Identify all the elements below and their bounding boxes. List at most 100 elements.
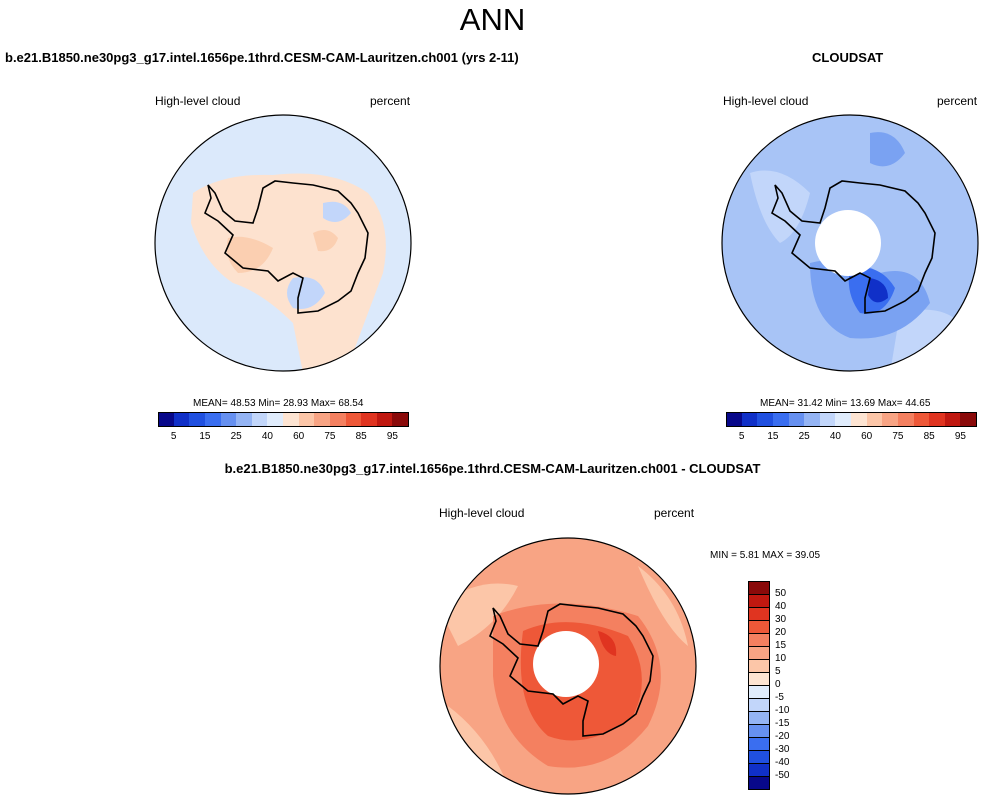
diff-colorbar-ticks: 50 40 30 20 15 10 5 0 -5 -10 -15 -20 -30 -40 -50 [775,581,815,789]
obs-case-title: CLOUDSAT [812,50,884,65]
model-stats: MEAN= 48.53 Min= 28.93 Max= 68.54 [193,398,363,409]
colorbar-box [960,412,977,427]
colorbar-box [897,412,915,427]
max-value: 44.65 [905,398,931,409]
obs-stats: MEAN= 31.42 Min= 13.69 Max= 44.65 [760,398,930,409]
colorbar-box [345,412,363,427]
colorbar-tick-label: 40 [775,601,787,612]
antarctica-coastline [771,180,936,314]
colorbar-box [392,412,409,427]
colorbar-tick-label: -40 [775,757,790,768]
diff-colorbar [748,581,770,790]
diff-strongest-patch [598,631,617,656]
colorbar-tick-label: 25 [798,431,810,442]
colorbar-tick-label: 5 [775,666,781,677]
obs-colorbar [726,412,977,427]
model-colorbar-ticks: 5 15 25 40 60 75 85 95 [158,431,408,443]
colorbar-box [283,412,300,427]
colorbar-box [748,776,770,790]
max-value: 68.54 [338,398,364,409]
colorbar-box [748,724,770,738]
colorbar-tick-label: 0 [775,679,781,690]
diff-units-label: percent [654,506,695,520]
colorbar-box [361,412,378,427]
page-title: ANN [459,2,526,37]
colorbar-tick-label: 5 [738,431,745,442]
mean-value: 48.53 [230,398,256,409]
colorbar-tick-label: 95 [386,431,398,442]
colorbar-tick-label: 75 [324,431,336,442]
colorbar-tick-label: 15 [775,640,787,651]
colorbar-box [748,607,770,621]
colorbar-tick-label: -10 [775,705,790,716]
colorbar-box [236,412,253,427]
diff-missing-data-hole [533,631,599,697]
colorbar-box [329,412,347,427]
colorbar-box [726,412,743,427]
diff-polar-map [439,537,697,795]
colorbar-box [788,412,806,427]
max-label: Max= [310,398,336,409]
antarctica-coastline [489,603,654,737]
min-value: 28.93 [283,398,309,409]
colorbar-box [220,412,238,427]
colorbar-box [741,412,759,427]
obs-variable-label: High-level cloud [723,94,809,108]
colorbar-tick-label: 15 [199,431,211,442]
colorbar-tick-label: -50 [775,770,790,781]
min-value: 13.69 [850,398,876,409]
model-warm-region [191,173,386,371]
colorbar-box [748,620,770,634]
colorbar-tick-label: 60 [861,431,873,442]
colorbar-box [835,412,852,427]
colorbar-box [944,412,962,427]
colorbar-box [298,412,316,427]
colorbar-tick-label: -5 [775,692,784,703]
obs-missing-data-hole [815,210,881,276]
colorbar-tick-label: 50 [775,588,787,599]
colorbar-box [748,646,770,660]
obs-mid-region [870,132,905,167]
model-variable-label: High-level cloud [155,94,241,108]
diff-case-title: b.e21.B1850.ne30pg3_g17.intel.1656pe.1th… [224,461,761,476]
colorbar-tick-label: 85 [923,431,935,442]
colorbar-box [251,412,269,427]
colorbar-tick-label: 30 [775,614,787,625]
colorbar-box [748,698,770,712]
model-case-title: b.e21.B1850.ne30pg3_g17.intel.1656pe.1th… [5,50,519,65]
colorbar-box [772,412,790,427]
colorbar-box [376,412,394,427]
model-warmer-patch [313,229,338,252]
model-cool-patch [323,201,351,222]
colorbar-box [748,763,770,777]
min-label: Min= [258,398,281,409]
colorbar-box [748,581,770,595]
obs-light-region [750,170,810,243]
colorbar-box [804,412,821,427]
colorbar-box [748,659,770,673]
colorbar-tick-label: -20 [775,731,790,742]
colorbar-box [314,412,331,427]
colorbar-tick-label: 95 [954,431,966,442]
colorbar-tick-label: 25 [230,431,242,442]
model-units-label: percent [370,94,411,108]
colorbar-box [748,737,770,751]
obs-polar-map [721,114,979,372]
colorbar-box [748,633,770,647]
colorbar-box [757,412,774,427]
model-colorbar [158,412,409,427]
colorbar-box [204,412,222,427]
min-label: Min= [825,398,848,409]
colorbar-box [748,594,770,608]
colorbar-box [866,412,884,427]
colorbar-box [851,412,868,427]
colorbar-box [158,412,175,427]
colorbar-box [748,750,770,764]
antarctica-coastline [204,180,369,314]
colorbar-tick-label: 40 [829,431,841,442]
diff-variable-label: High-level cloud [439,506,525,520]
diff-minmax: MIN = 5.81 MAX = 39.05 [710,550,821,561]
obs-colorbar-ticks: 5 15 25 40 60 75 85 95 [726,431,976,443]
colorbar-tick-label: 60 [293,431,305,442]
mean-label: MEAN= [193,398,228,409]
